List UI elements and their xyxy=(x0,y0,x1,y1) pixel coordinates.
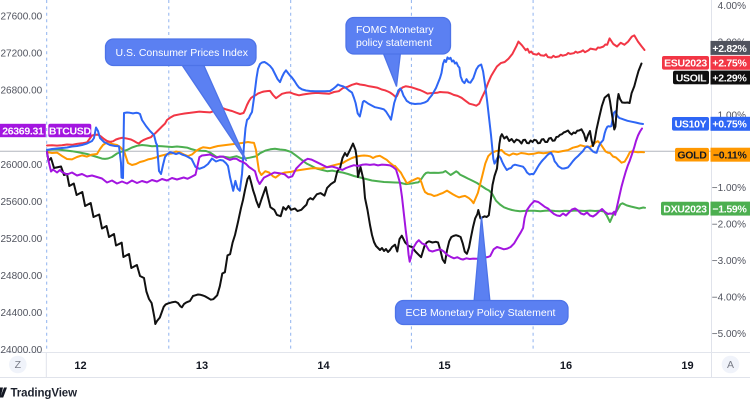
svg-text:24400.00: 24400.00 xyxy=(1,308,43,319)
svg-text:27200.00: 27200.00 xyxy=(1,49,43,60)
svg-text:TradingView: TradingView xyxy=(11,388,78,400)
svg-text:14: 14 xyxy=(317,360,330,372)
svg-text:Z: Z xyxy=(15,359,22,371)
svg-text:FOMC Monetary: FOMC Monetary xyxy=(356,24,434,36)
svg-text:26800.00: 26800.00 xyxy=(1,86,43,97)
svg-text:ESU2023: ESU2023 xyxy=(664,58,707,70)
svg-text:A: A xyxy=(727,359,734,371)
svg-text:26000.00: 26000.00 xyxy=(1,160,43,171)
svg-text:+2.29%: +2.29% xyxy=(712,72,747,84)
svg-text:U.S. Consumer Prices Index: U.S. Consumer Prices Index xyxy=(116,47,249,59)
svg-text:16: 16 xyxy=(560,360,572,372)
svg-text:−3.00%: −3.00% xyxy=(712,256,746,267)
svg-text:DXU2023: DXU2023 xyxy=(663,204,707,216)
svg-text:−5.00%: −5.00% xyxy=(712,329,746,340)
svg-text:−4.00%: −4.00% xyxy=(712,292,746,303)
svg-text:−1.59%: −1.59% xyxy=(712,204,747,216)
svg-text:GOLD: GOLD xyxy=(677,150,707,162)
svg-text:12: 12 xyxy=(74,360,86,372)
svg-text:policy statement: policy statement xyxy=(356,37,432,49)
svg-text:+2.75%: +2.75% xyxy=(712,58,747,70)
svg-text:15: 15 xyxy=(438,360,450,372)
svg-text:ECB Monetary Policy Statement: ECB Monetary Policy Statement xyxy=(406,307,556,319)
svg-text:+0.75%: +0.75% xyxy=(712,119,747,131)
svg-text:19: 19 xyxy=(681,360,693,372)
svg-text:25600.00: 25600.00 xyxy=(1,197,43,208)
svg-text:13: 13 xyxy=(196,360,208,372)
svg-text:+2.82%: +2.82% xyxy=(712,43,747,55)
svg-text:BTCUSD: BTCUSD xyxy=(49,125,92,137)
svg-text:24000.00: 24000.00 xyxy=(1,345,43,356)
svg-text:−0.11%: −0.11% xyxy=(713,150,747,162)
svg-text:25200.00: 25200.00 xyxy=(1,234,43,245)
svg-text:24800.00: 24800.00 xyxy=(1,271,43,282)
svg-text:USOIL: USOIL xyxy=(676,72,707,84)
svg-text:4.00%: 4.00% xyxy=(718,1,746,12)
svg-text:27600.00: 27600.00 xyxy=(1,12,43,23)
svg-text:US10Y: US10Y xyxy=(675,119,707,131)
svg-text:−1.00%: −1.00% xyxy=(712,183,746,194)
svg-text:−2.00%: −2.00% xyxy=(712,220,746,231)
svg-text:26369.31: 26369.31 xyxy=(2,125,44,137)
